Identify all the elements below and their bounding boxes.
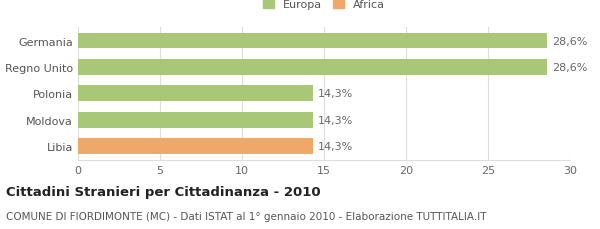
Text: Cittadini Stranieri per Cittadinanza - 2010: Cittadini Stranieri per Cittadinanza - 2… xyxy=(6,185,320,199)
Bar xyxy=(78,33,547,49)
Bar xyxy=(78,112,313,128)
Bar xyxy=(78,60,547,76)
Text: 14,3%: 14,3% xyxy=(317,115,353,125)
Text: 28,6%: 28,6% xyxy=(552,36,587,46)
Bar xyxy=(78,139,313,154)
Text: 14,3%: 14,3% xyxy=(317,89,353,99)
Text: 28,6%: 28,6% xyxy=(552,63,587,73)
Text: 14,3%: 14,3% xyxy=(317,142,353,151)
Legend: Europa, Africa: Europa, Africa xyxy=(260,0,388,13)
Text: COMUNE DI FIORDIMONTE (MC) - Dati ISTAT al 1° gennaio 2010 - Elaborazione TUTTIT: COMUNE DI FIORDIMONTE (MC) - Dati ISTAT … xyxy=(6,211,487,221)
Bar xyxy=(78,86,313,102)
